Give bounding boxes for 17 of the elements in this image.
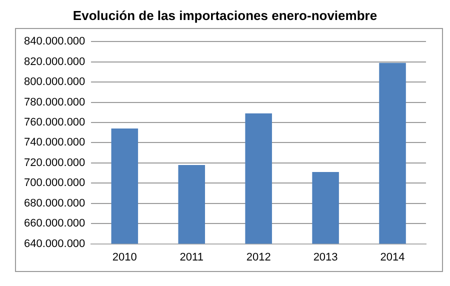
y-tick-label: 660.000.000 (24, 218, 86, 230)
x-tick-label: 2010 (112, 251, 137, 264)
y-tick-label: 640.000.000 (24, 238, 86, 250)
y-tick-label: 720.000.000 (24, 156, 86, 169)
chart-title: Evolución de las importaciones enero-noviembre (72, 8, 378, 23)
x-tick-label: 2013 (313, 251, 338, 264)
x-tick-label: 2011 (180, 251, 204, 264)
y-tick-label: 820.000.000 (24, 56, 86, 68)
x-tick-label: 2012 (246, 251, 271, 264)
y-tick-label: 760.000.000 (24, 116, 86, 129)
y-tick-label: 740.000.000 (24, 136, 86, 149)
y-tick-label: 680.000.000 (24, 197, 86, 210)
y-tick-label: 700.000.000 (24, 177, 86, 190)
x-tick-label: 2014 (380, 251, 405, 264)
y-tick-label: 840.000.000 (24, 36, 86, 48)
y-tick-label: 800.000.000 (24, 76, 86, 88)
y-tick-label: 780.000.000 (24, 96, 86, 108)
